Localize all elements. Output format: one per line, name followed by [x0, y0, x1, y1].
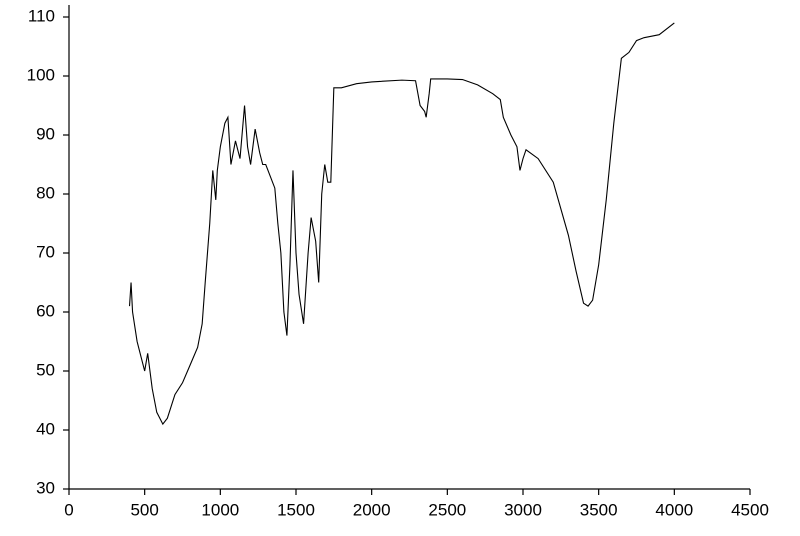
spectrum-line	[128, 22, 675, 426]
x-tick-label: 3000	[504, 500, 542, 519]
y-tick-label: 110	[28, 6, 55, 25]
y-tick-label: 70	[36, 242, 55, 261]
y-tick-label: 100	[27, 65, 55, 84]
x-tick-label: 1500	[277, 500, 315, 519]
y-tick-label: 40	[36, 419, 55, 438]
x-tick-label: 2500	[428, 500, 466, 519]
x-tick-label: 0	[64, 500, 73, 519]
x-tick-label: 4000	[655, 500, 693, 519]
y-tick-label: 30	[36, 478, 55, 497]
y-tick-label: 60	[36, 301, 55, 320]
y-tick-label: 90	[36, 124, 55, 143]
x-tick-label: 500	[130, 500, 158, 519]
x-tick-label: 2000	[353, 500, 391, 519]
x-tick-label: 1000	[201, 500, 239, 519]
x-tick-label: 4500	[731, 500, 769, 519]
y-tick-label: 50	[36, 360, 55, 379]
y-tick-label: 80	[36, 183, 55, 202]
x-tick-label: 3500	[580, 500, 618, 519]
